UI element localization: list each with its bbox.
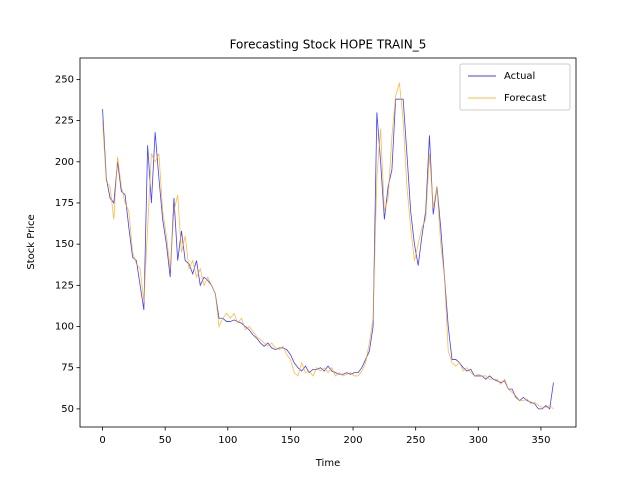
series-line (102, 82, 554, 410)
y-tick-label: 250 (55, 74, 74, 85)
y-tick-label: 175 (55, 198, 74, 209)
series-line (102, 98, 554, 410)
y-tick-label: 50 (61, 404, 74, 415)
x-tick-label: 0 (99, 435, 105, 446)
x-tick-label: 250 (406, 435, 425, 446)
x-tick-label: 350 (531, 435, 550, 446)
y-tick-label: 225 (55, 116, 74, 127)
x-tick-label: 50 (159, 435, 172, 446)
y-tick-label: 100 (55, 322, 74, 333)
x-tick-label: 300 (469, 435, 488, 446)
y-tick-label: 150 (55, 239, 74, 250)
legend-label: Forecast (504, 93, 546, 104)
y-tick-label: 200 (55, 157, 74, 168)
x-tick-label: 150 (281, 435, 300, 446)
y-tick-label: 75 (61, 363, 74, 374)
legend-label: Actual (504, 71, 535, 82)
plot-area (102, 82, 554, 410)
y-axis-label: Stock Price (26, 214, 37, 269)
x-axis-label: Time (315, 458, 340, 469)
y-tick-label: 125 (55, 280, 74, 291)
legend-box (459, 63, 571, 111)
chart-title: Forecasting Stock HOPE TRAIN_5 (230, 38, 427, 52)
axes-frame (79, 57, 577, 428)
x-tick-label: 100 (218, 435, 237, 446)
x-tick-label: 200 (344, 435, 363, 446)
